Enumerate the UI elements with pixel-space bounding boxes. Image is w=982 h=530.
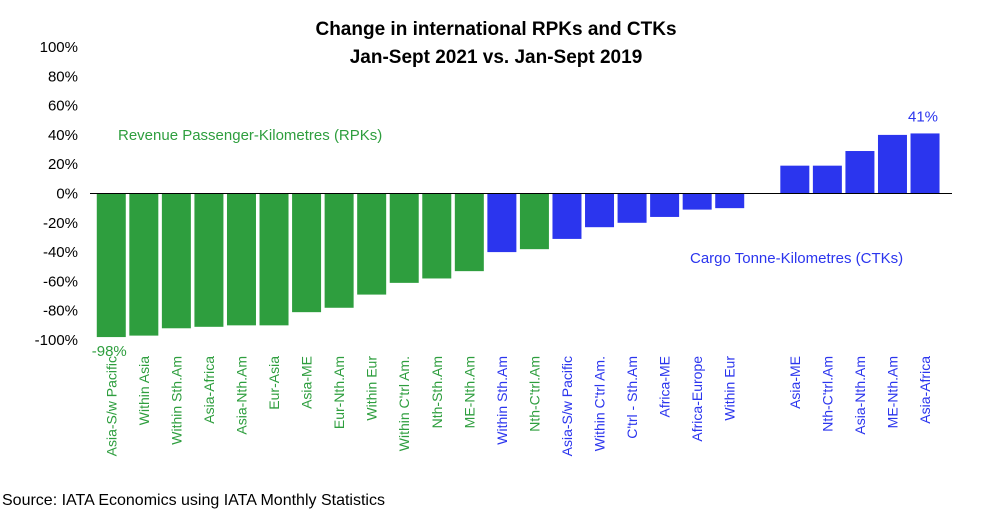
category-label: Eur-Nth.Am [331,356,347,429]
y-tick-label: -20% [43,215,78,232]
bar-ctk [877,134,907,194]
bar-rpk [292,193,322,313]
bar-ctk [552,193,582,239]
chart-subtitle: Jan-Sept 2021 vs. Jan-Sept 2019 [350,47,643,68]
category-label: Asia-S/w Pacific [103,356,119,456]
bar-rpk [96,193,126,338]
bar-ctk [780,165,810,194]
y-tick-label: 100% [40,39,78,56]
bar-rpk [357,193,387,295]
y-tick-label: 80% [48,68,78,85]
category-label: C'trl - Sth.Am [624,356,640,439]
category-label: Within Sth.Am [168,356,184,445]
category-label: Asia-ME [787,356,803,409]
y-tick-label: -100% [35,332,78,349]
bars [96,133,940,338]
category-label: Asia-Africa [917,356,933,424]
bar-ctk [910,133,940,194]
bar-rpk [519,193,549,250]
bar-rpk [422,193,452,279]
category-label: Asia-Nth.Am [852,356,868,435]
category-label: Nth-Sth.Am [429,356,445,428]
category-label: Within Sth.Am [494,356,510,445]
bar-rpk [226,193,256,326]
bar-rpk [324,193,354,308]
bar-chart: Change in international RPKs and CTKs Ja… [35,19,952,457]
category-label: Africa-Europe [689,356,705,442]
bar-rpk [454,193,484,272]
category-label: ME-Nth.Am [884,356,900,428]
bar-rpk [389,193,419,283]
rpk-series-label: Revenue Passenger-Kilometres (RPKs) [118,127,382,144]
category-label: Asia-Africa [201,356,217,424]
category-label: Within C'trl Am. [396,356,412,451]
bar-ctk [812,165,842,194]
source-note: Source: IATA Economics using IATA Monthl… [2,492,385,509]
y-tick-label: -60% [43,273,78,290]
category-label: Asia-S/w Pacific [559,356,575,456]
category-label: Eur-Asia [266,356,282,410]
bar-ctk [845,151,875,194]
category-label: Nth-C'trl.Am [819,356,835,432]
bar-ctk [682,193,712,210]
min-value-label: -98% [92,343,127,360]
bar-rpk [129,193,159,336]
bar-rpk [259,193,289,326]
y-axis: 100% 80% 60% 40% 20% 0% -20% -40% -60% -80% -100% [35,39,78,349]
category-label: Within Asia [136,356,152,425]
y-tick-label: 40% [48,127,78,144]
y-tick-label: 20% [48,156,78,173]
max-value-label: 41% [908,108,938,125]
category-label: Within Eur [722,356,738,421]
category-label: Asia-ME [299,356,315,409]
bar-ctk [487,193,517,253]
bar-rpk [161,193,191,329]
y-tick-label: 60% [48,98,78,115]
y-tick-label: 0% [56,186,78,203]
bar-rpk [194,193,224,327]
category-label: Nth-C'trl.Am [526,356,542,432]
bar-ctk [650,193,680,217]
bar-ctk [715,193,745,209]
category-label: Asia-Nth.Am [233,356,249,435]
y-tick-label: -80% [43,303,78,320]
bar-ctk [617,193,647,223]
category-label: Within Eur [364,356,380,421]
chart-title: Change in international RPKs and CTKs [315,19,676,40]
category-labels: Asia-S/w Pacific Within Asia Within Sth.Am… [103,356,933,457]
bar-ctk [585,193,615,228]
category-label: ME-Nth.Am [461,356,477,428]
category-label: Africa-ME [657,356,673,417]
ctk-series-label: Cargo Tonne-Kilometres (CTKs) [690,250,903,267]
y-tick-label: -40% [43,244,78,261]
category-label: Within C'trl Am. [592,356,608,451]
